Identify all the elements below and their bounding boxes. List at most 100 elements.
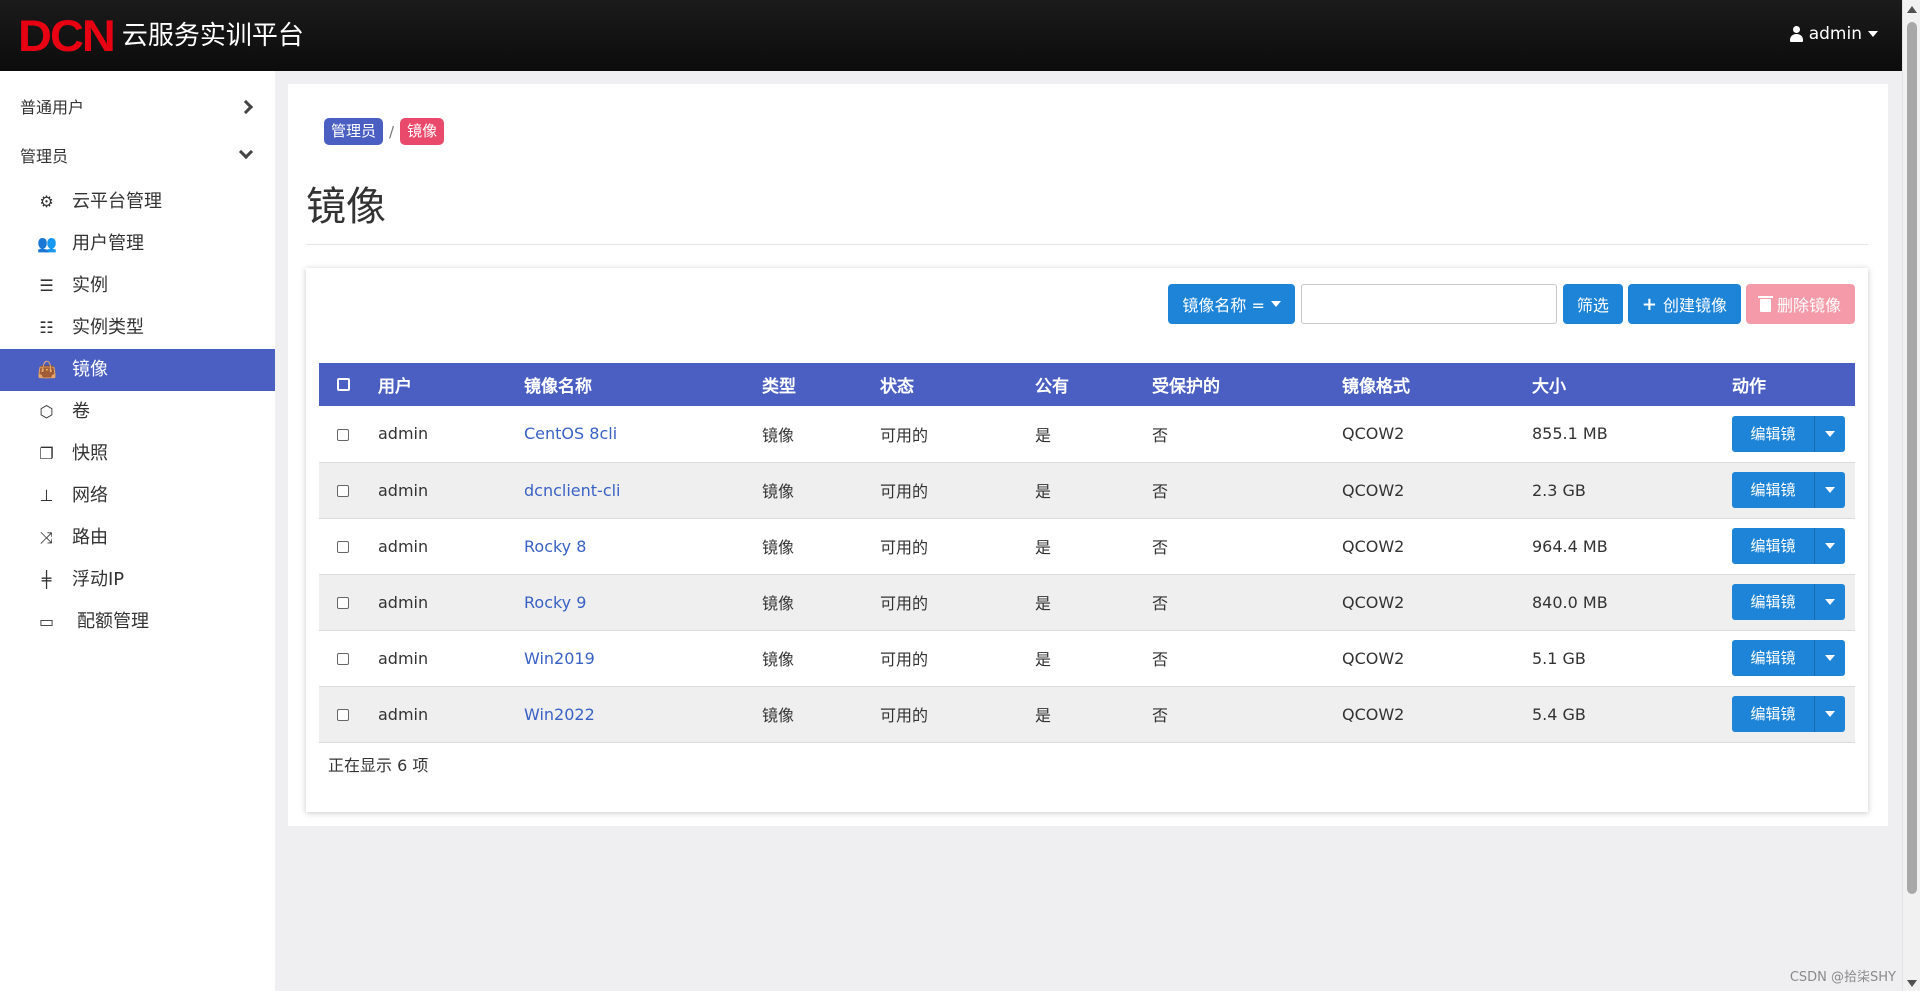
cell-format: QCOW2 <box>1342 648 1405 668</box>
filter-field-dropdown[interactable]: 镜像名称 = <box>1168 284 1295 324</box>
row-count: 正在显示 6 项 <box>328 756 429 775</box>
sidebar-item-networks[interactable]: ⊥ 网络 <box>0 475 275 517</box>
user-menu[interactable]: admin <box>1789 24 1878 44</box>
sidebar-section-admin[interactable]: 管理员 <box>0 132 275 181</box>
create-image-button[interactable]: + 创建镜像 <box>1627 284 1741 324</box>
chevron-down-icon <box>238 144 254 160</box>
col-user[interactable]: 用户 <box>378 377 412 397</box>
row-checkbox[interactable] <box>337 485 349 497</box>
sidebar-item-images[interactable]: 👜 镜像 <box>0 349 275 391</box>
shopping-bag-icon: 👜 <box>37 360 57 379</box>
scroll-thumb[interactable] <box>1907 22 1917 894</box>
cell-user: admin <box>378 424 429 444</box>
create-image-label: 创建镜像 <box>1662 296 1727 315</box>
row-actions-dropdown[interactable] <box>1814 528 1845 564</box>
cell-public: 是 <box>1035 594 1052 613</box>
col-public[interactable]: 公有 <box>1035 377 1069 397</box>
col-size[interactable]: 大小 <box>1532 377 1566 397</box>
sidebar-item-users[interactable]: 👥 用户管理 <box>0 223 275 265</box>
edit-image-split-button: 编辑镜像 <box>1732 528 1845 564</box>
row-select-cell <box>319 406 378 462</box>
sidebar: 普通用户 管理员 ⚙ 云平台管理 👥 用户管理 ☰ 实例 ☷ 实例类型 👜 镜像… <box>0 71 275 991</box>
image-name-link[interactable]: Rocky 8 <box>524 536 587 556</box>
row-select-cell <box>319 574 378 630</box>
col-format[interactable]: 镜像格式 <box>1342 377 1410 397</box>
cell-status: 可用的 <box>880 594 929 613</box>
list-icon: ☷ <box>39 318 54 337</box>
row-select-cell <box>319 686 378 742</box>
edit-image-button[interactable]: 编辑镜像 <box>1732 472 1815 508</box>
scroll-down-icon[interactable] <box>1907 980 1917 987</box>
image-name-link[interactable]: CentOS 8cli <box>524 424 618 444</box>
caret-down-icon <box>1825 711 1836 717</box>
row-select-cell <box>319 630 378 686</box>
col-type[interactable]: 类型 <box>762 377 796 397</box>
brand[interactable]: DCN 云服务实训平台 <box>18 13 304 58</box>
users-icon: 👥 <box>37 234 57 253</box>
row-checkbox[interactable] <box>337 597 349 609</box>
cell-public: 是 <box>1035 538 1052 557</box>
row-select-cell <box>319 462 378 518</box>
row-checkbox[interactable] <box>337 653 349 665</box>
sidebar-item-volumes[interactable]: ⬡ 卷 <box>0 391 275 433</box>
col-image-name[interactable]: 镜像名称 <box>524 377 592 397</box>
cell-size: 5.4 GB <box>1532 704 1586 724</box>
top-header: DCN 云服务实训平台 admin <box>0 0 1920 71</box>
row-actions-dropdown[interactable] <box>1814 584 1845 620</box>
cell-user: admin <box>378 704 429 724</box>
edit-image-button[interactable]: 编辑镜像 <box>1732 640 1815 676</box>
page-title: 镜像 <box>306 184 386 230</box>
image-name-link[interactable]: Rocky 9 <box>524 592 587 612</box>
sidebar-item-label: 配额管理 <box>77 611 149 632</box>
delete-image-button[interactable]: 删除镜像 <box>1745 284 1855 324</box>
image-name-link[interactable]: Win2019 <box>524 648 595 668</box>
cell-protected: 否 <box>1152 706 1169 725</box>
cell-actions: 编辑镜像 <box>1732 462 1855 518</box>
row-select-cell <box>319 518 378 574</box>
sidebar-item-instances[interactable]: ☰ 实例 <box>0 265 275 307</box>
filter-button[interactable]: 筛选 <box>1562 284 1623 324</box>
divider <box>306 244 1868 245</box>
sidebar-item-label: 镜像 <box>72 359 108 380</box>
row-checkbox[interactable] <box>337 709 349 721</box>
cell-type: 镜像 <box>762 706 795 725</box>
edit-image-split-button: 编辑镜像 <box>1732 415 1845 452</box>
row-actions-dropdown[interactable] <box>1814 472 1845 508</box>
sidebar-section-regular-user[interactable]: 普通用户 <box>0 83 275 132</box>
col-status[interactable]: 状态 <box>880 377 914 397</box>
cell-status: 可用的 <box>880 425 929 445</box>
image-name-link[interactable]: Win2022 <box>524 704 595 724</box>
cell-status: 可用的 <box>880 538 929 557</box>
scroll-up-icon[interactable] <box>1907 6 1917 13</box>
row-checkbox[interactable] <box>337 428 349 441</box>
sidebar-item-floating-ip[interactable]: ╪ 浮动IP <box>0 559 275 601</box>
sidebar-item-quotas[interactable]: ▭ 配额管理 <box>0 601 275 643</box>
page-scrollbar[interactable] <box>1902 0 1920 991</box>
sidebar-item-snapshots[interactable]: ❐ 快照 <box>0 433 275 475</box>
row-checkbox[interactable] <box>337 541 349 553</box>
sidebar-item-label: 路由 <box>72 527 108 548</box>
col-protected[interactable]: 受保护的 <box>1152 377 1220 397</box>
edit-image-button[interactable]: 编辑镜像 <box>1732 528 1815 564</box>
sidebar-item-cloud-platform[interactable]: ⚙ 云平台管理 <box>0 181 275 223</box>
edit-image-button[interactable]: 编辑镜像 <box>1732 584 1815 620</box>
edit-image-button[interactable]: 编辑镜像 <box>1732 696 1815 732</box>
row-actions-dropdown[interactable] <box>1814 640 1845 676</box>
caret-down-icon <box>1270 301 1281 307</box>
select-all-checkbox[interactable] <box>337 378 350 391</box>
edit-image-button[interactable]: 编辑镜像 <box>1732 415 1815 452</box>
col-actions-label: 动作 <box>1732 377 1766 397</box>
caret-down-icon <box>1825 487 1836 493</box>
table-row: admin Rocky 8 镜像 可用的 是 否 QCOW2 964.4 MB … <box>319 518 1855 574</box>
row-actions-dropdown[interactable] <box>1814 696 1845 732</box>
filter-input[interactable] <box>1300 284 1557 324</box>
cell-format: QCOW2 <box>1342 592 1405 612</box>
sidebar-section-label: 普通用户 <box>20 98 85 117</box>
cell-user: admin <box>378 592 429 612</box>
cell-size: 964.4 MB <box>1532 536 1608 556</box>
row-actions-dropdown[interactable] <box>1814 415 1845 452</box>
sidebar-item-routers[interactable]: ⤨ 路由 <box>0 517 275 559</box>
sidebar-item-flavors[interactable]: ☷ 实例类型 <box>0 307 275 349</box>
breadcrumb-admin[interactable]: 管理员 <box>324 118 384 145</box>
image-name-link[interactable]: dcnclient-cli <box>524 480 621 500</box>
